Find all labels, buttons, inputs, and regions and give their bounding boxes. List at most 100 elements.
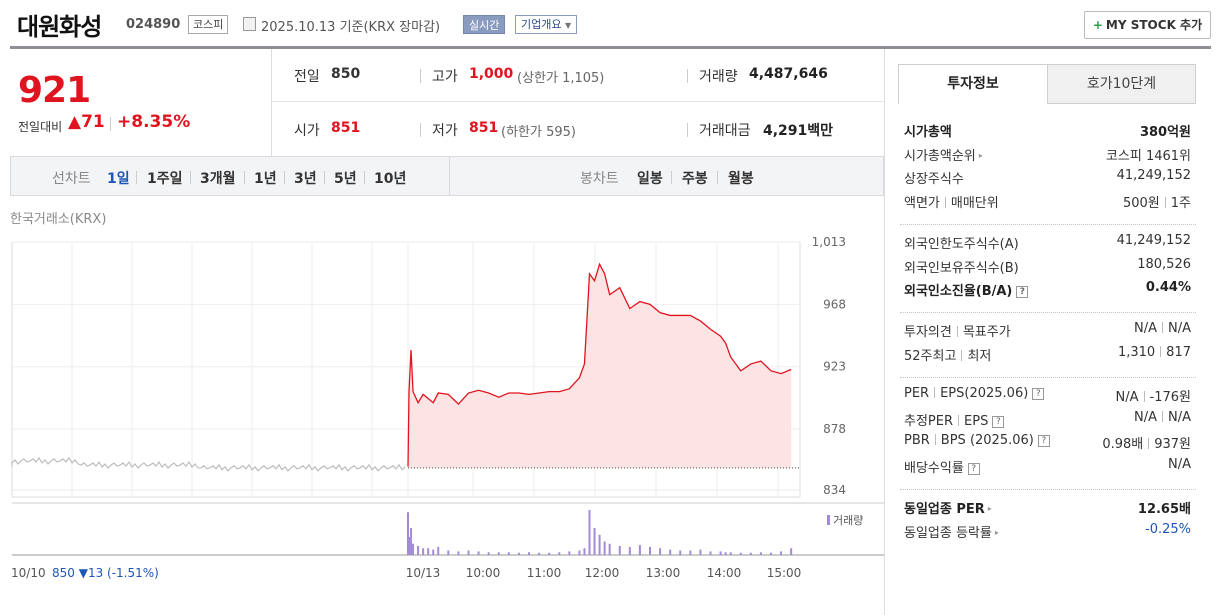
info-label: PBR BPS (2025.06)?: [904, 433, 1050, 448]
add-my-stock-label: MY STOCK 추가: [1105, 18, 1203, 32]
company-overview-dropdown[interactable]: 기업개요 ▼: [515, 15, 578, 34]
help-icon[interactable]: ?: [1037, 435, 1050, 447]
info-value-text: 코스피 1461위: [1105, 148, 1191, 164]
info-value: 코스피 1461위: [1106, 145, 1191, 164]
volume-bar: [437, 546, 440, 555]
volume-bar: [649, 546, 651, 555]
info-value-text: 0.44%: [1145, 280, 1191, 295]
current-price: 921: [18, 70, 91, 111]
candle-monthly[interactable]: 월봉: [728, 171, 754, 187]
chart-source-label: 한국거래소(KRX): [10, 212, 107, 227]
info-value-text: N/A: [1168, 456, 1191, 472]
volume-bar: [467, 550, 470, 555]
arrow-right-icon[interactable]: ▸: [987, 504, 992, 513]
info-label-text: 추정PER: [904, 413, 954, 429]
candle-chart-title: 봉차트: [580, 171, 619, 187]
label-separator: [934, 434, 936, 445]
volume-bar: [422, 548, 425, 555]
high-label: 고가: [432, 69, 458, 85]
info-label-text: 동일업종 PER: [904, 502, 985, 517]
volume-bar: [538, 552, 541, 555]
info-value-text: 12.65배: [1137, 502, 1191, 517]
info-label: 상장주식수: [904, 168, 964, 187]
x-tick-label: 10/13: [406, 566, 441, 580]
volume-bar: [528, 552, 530, 555]
amount-unit: 백만: [807, 123, 834, 139]
help-icon[interactable]: ?: [1016, 286, 1029, 298]
info-value: 180,526: [1137, 257, 1191, 272]
value-separator: [1143, 391, 1145, 402]
price-chart[interactable]: 1,013 968 923 878 834 거래량 10/13 10:00 11:00 12:…: [0, 225, 884, 590]
period-5y[interactable]: 5년: [334, 171, 357, 187]
volume-value: 4,487,646: [749, 66, 828, 82]
info-value-text: 180,526: [1137, 256, 1191, 272]
amount-value: 4,291백만: [763, 120, 833, 140]
info-label: 외국인한도주식수(A): [904, 233, 1019, 252]
value-separator: [1162, 322, 1163, 333]
open-label: 시가: [294, 123, 320, 139]
help-icon[interactable]: ?: [992, 415, 1005, 428]
stat-separator: [420, 123, 421, 137]
info-label-text: 시가총액: [904, 125, 952, 140]
info-value: 41,249,152: [1117, 168, 1191, 183]
candle-daily[interactable]: 일봉: [637, 171, 663, 187]
volume-bar: [699, 549, 702, 555]
period-1d[interactable]: 1일: [107, 171, 130, 187]
info-label: 액면가 매매단위: [904, 192, 999, 211]
y-tick-label: 1,013: [812, 235, 846, 249]
volume-bar: [507, 552, 510, 555]
info-value-text: 380억원: [1139, 125, 1191, 140]
prev-day-date: 10/10: [11, 566, 46, 580]
tab-invest-info[interactable]: 투자정보: [898, 64, 1048, 104]
volume-bar: [588, 510, 591, 555]
volume-bar: [568, 551, 571, 555]
period-separator: [136, 171, 137, 184]
volume-bar: [477, 551, 480, 555]
info-value-text: 41,249,152: [1116, 233, 1191, 248]
info-label: 동일업종 등락률 ▸: [904, 522, 999, 541]
help-icon[interactable]: ?: [1032, 388, 1045, 400]
info-group-divider: [900, 312, 1196, 313]
label-separator: [934, 387, 936, 398]
volume-bar: [759, 552, 762, 555]
period-10y[interactable]: 10년: [374, 171, 407, 187]
realtime-button[interactable]: 실시간: [463, 15, 506, 34]
info-label: 52주최고 최저: [904, 345, 991, 364]
tab-underline: [1047, 103, 1196, 104]
volume-bar: [770, 552, 772, 555]
info-label-text: 외국인보유주식수(B): [904, 260, 1019, 276]
value-separator: [1160, 345, 1162, 357]
volume-bar: [638, 545, 641, 555]
arrow-right-icon[interactable]: ▸: [994, 527, 999, 537]
help-icon[interactable]: ?: [967, 462, 980, 475]
volume-bar: [497, 552, 500, 555]
info-label-text: 시가총액순위: [904, 148, 976, 164]
tab-order-book[interactable]: 호가10단계: [1047, 64, 1196, 104]
period-3m[interactable]: 3개월: [200, 171, 236, 187]
info-label-text: PBR: [904, 433, 930, 448]
volume-bar: [780, 551, 783, 555]
period-1y[interactable]: 1년: [254, 171, 277, 187]
add-my-stock-button[interactable]: + MY STOCK 추가: [1084, 11, 1211, 39]
period-3y[interactable]: 3년: [294, 171, 317, 187]
volume-bar: [407, 512, 409, 555]
arrow-right-icon[interactable]: ▸: [978, 150, 983, 160]
candle-weekly[interactable]: 주봉: [682, 171, 708, 187]
volume-bar: [739, 552, 742, 555]
volume-bar: [719, 551, 722, 555]
info-value-secondary: 817: [1166, 344, 1191, 360]
price-area: [407, 262, 800, 469]
change-label: 전일대비: [18, 120, 63, 134]
y-tick-label: 834: [823, 483, 846, 497]
amount-number: 4,291: [763, 123, 808, 139]
header-divider: [10, 46, 1211, 49]
info-value-text: N/A: [1115, 390, 1139, 405]
info-value: N/A N/A: [1134, 321, 1191, 336]
period-1w[interactable]: 1주일: [147, 171, 183, 187]
y-tick-label: 878: [823, 422, 846, 436]
volume-bar: [447, 550, 450, 555]
prev-day-series: [11, 456, 406, 472]
prev-day-line: [11, 456, 406, 472]
volume-bar: [618, 546, 621, 555]
info-value-secondary: 1주: [1170, 195, 1191, 211]
